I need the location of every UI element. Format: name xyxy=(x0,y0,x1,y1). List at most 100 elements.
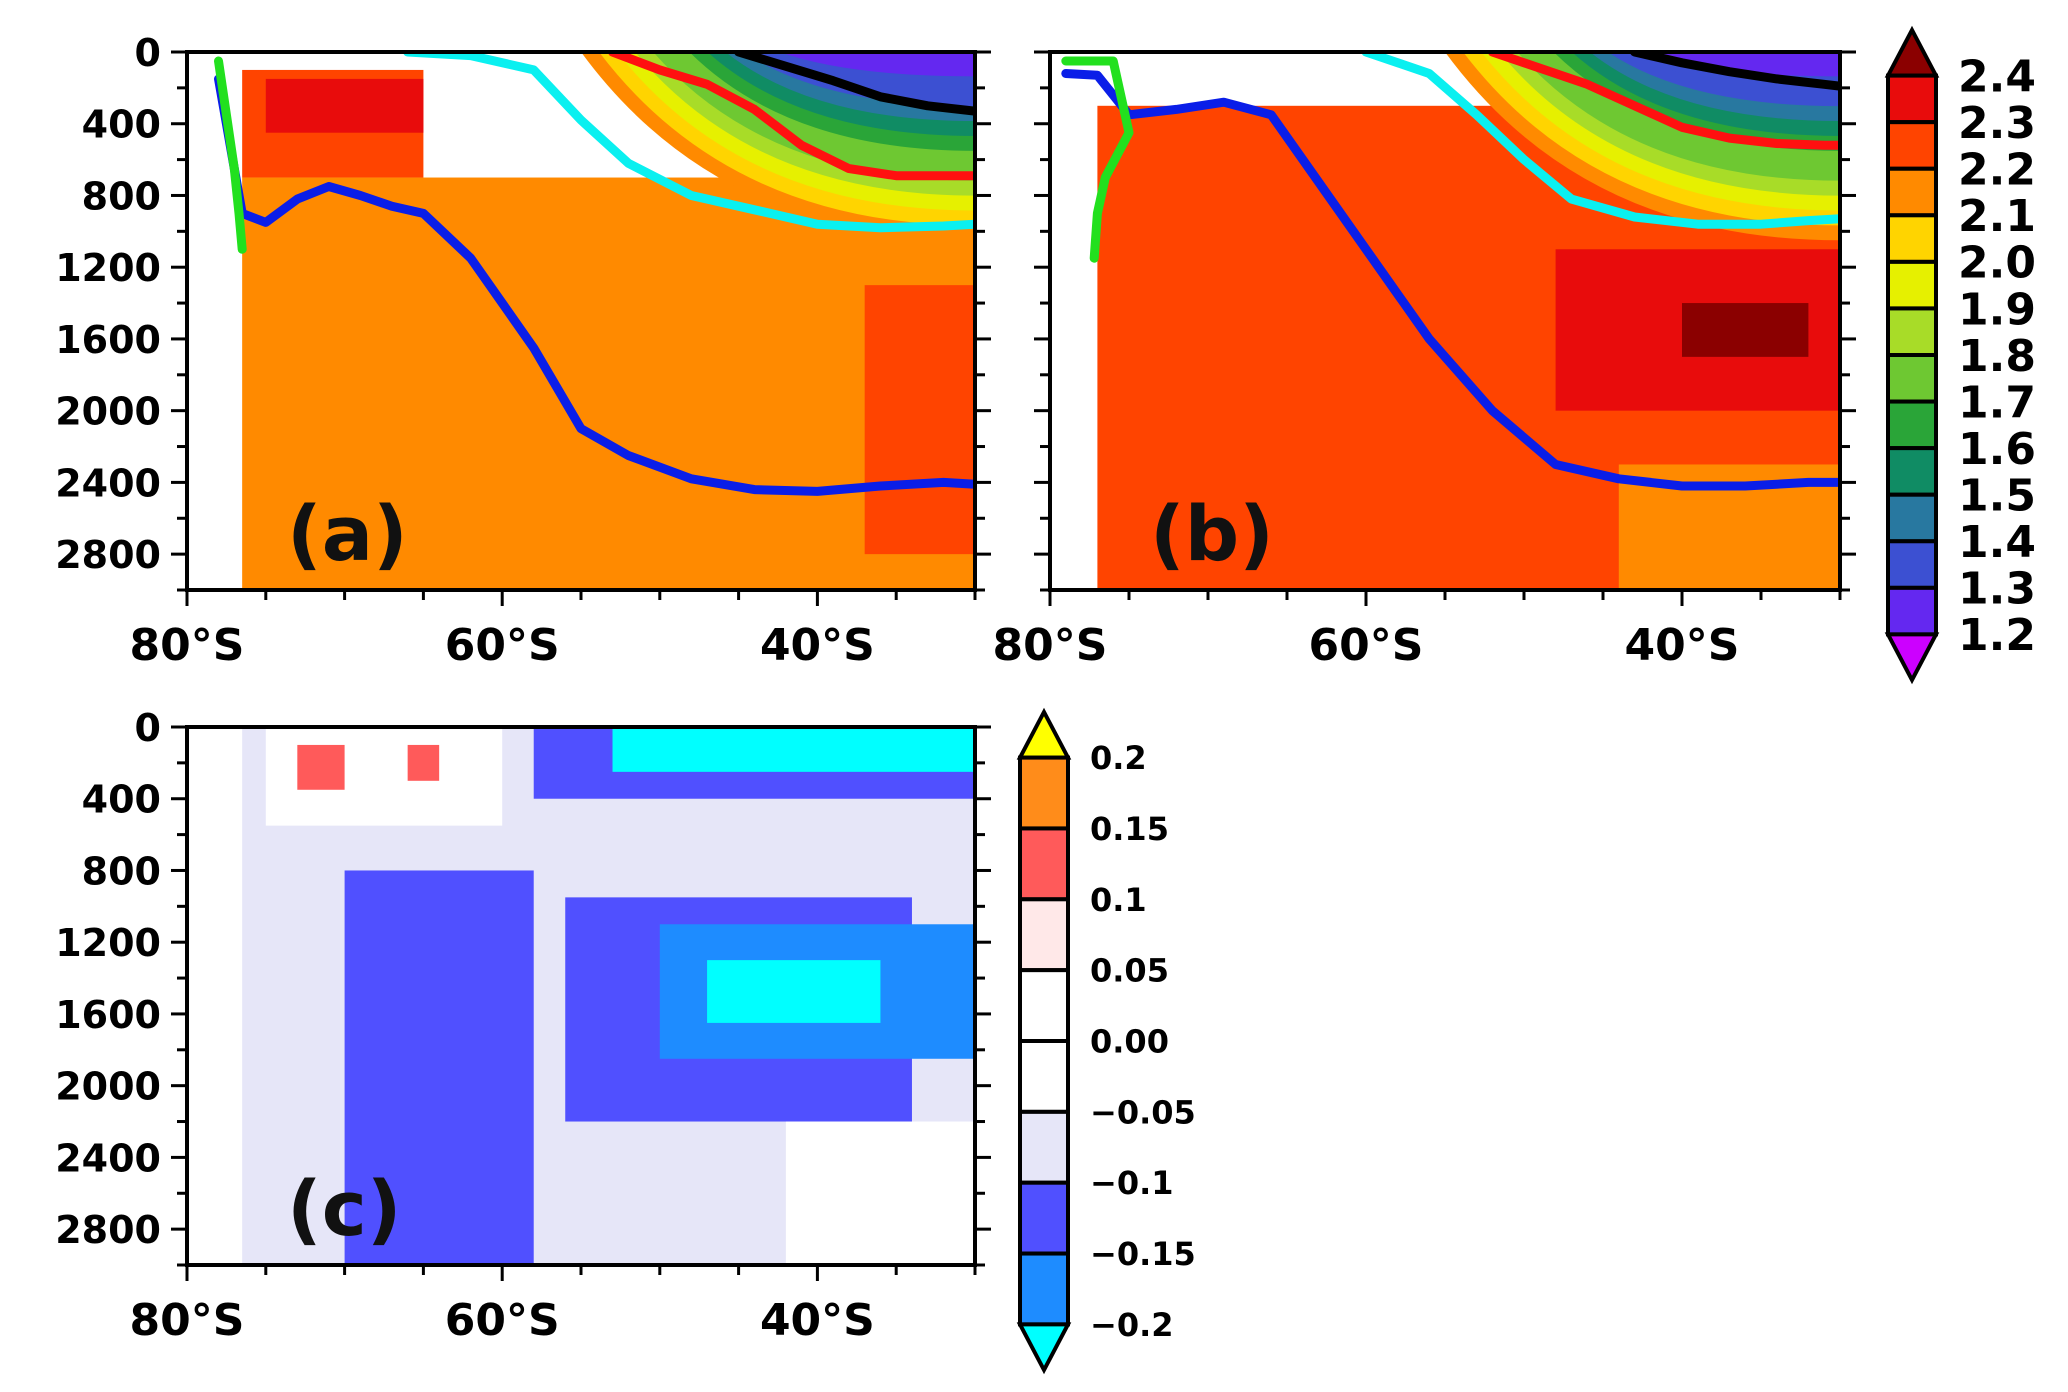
colorbar-segment xyxy=(1018,1109,1070,1185)
colorbar-segment xyxy=(1886,353,1938,404)
panel-label: (b) xyxy=(1150,489,1274,578)
colorbar-label: −0.15 xyxy=(1090,1235,1196,1273)
plot-area xyxy=(1050,52,1840,590)
x-tick-label: 40°S xyxy=(1625,620,1740,671)
colorbar-label: 1.3 xyxy=(1958,564,2036,615)
field-cell-4 xyxy=(407,744,440,781)
colorbar-label: 0.15 xyxy=(1090,810,1169,848)
panel-label: (a) xyxy=(287,489,408,578)
panel-label: (c) xyxy=(287,1164,402,1253)
colorbar-segment xyxy=(1018,1039,1070,1114)
colorbar-segment xyxy=(1018,826,1070,902)
colorbar-label: 1.9 xyxy=(1958,284,2036,335)
x-tick-label: 40°S xyxy=(760,1295,875,1346)
colorbar-label: 2.1 xyxy=(1958,191,2036,242)
colorbar-bottom-triangle xyxy=(1884,632,1940,685)
colorbar-segment xyxy=(1886,259,1938,311)
field-cell-3 xyxy=(242,177,975,590)
colorbar-label: 1.7 xyxy=(1958,377,2036,428)
y-tick-label: 400 xyxy=(82,778,161,822)
plot-area xyxy=(187,727,975,1265)
panel-b: 80°S 60°S 40°S (b) xyxy=(993,50,1856,671)
x-tick-label: 80°S xyxy=(130,620,245,671)
colorbar-label: 0.05 xyxy=(1090,952,1169,990)
colorbar-segment xyxy=(1018,755,1070,831)
y-tick-label: 2400 xyxy=(55,1136,161,1180)
x-tick-label: 60°S xyxy=(1309,620,1424,671)
colorbar-bottom: 0.2 0.15 0.1 0.05 0.00 −0.05 −0.1 −0.15 −0.2 xyxy=(1016,707,1196,1375)
contour-line-2 xyxy=(1361,52,1840,229)
colorbar-top-triangle xyxy=(1884,25,1940,78)
colorbar-label: 0.00 xyxy=(1090,1023,1169,1061)
colorbar-label: 1.6 xyxy=(1958,424,2036,475)
colorbar-label: −0.2 xyxy=(1090,1306,1174,1344)
y-tick-label: 0 xyxy=(135,706,161,750)
contour-line-4 xyxy=(734,52,975,116)
x-tick-label: 80°S xyxy=(993,620,1108,671)
x-tick-label: 80°S xyxy=(130,1295,245,1346)
field-cell-5 xyxy=(344,870,534,1265)
colorbar-label: 1.4 xyxy=(1958,517,2036,568)
contour-line-4 xyxy=(1630,52,1840,91)
y-tick-label: 1200 xyxy=(55,246,161,290)
contour-line-0 xyxy=(214,74,975,496)
colorbar-segment xyxy=(1886,492,1938,544)
colorbar-segment xyxy=(1018,897,1070,973)
y-tick-label: 0 xyxy=(135,31,161,75)
x-tick-label: 60°S xyxy=(445,1295,560,1346)
colorbar-label: 2.3 xyxy=(1958,98,2036,149)
colorbar-segment xyxy=(1886,539,1938,590)
x-tick-label: 40°S xyxy=(760,620,875,671)
field-cell-1 xyxy=(187,727,243,1265)
field-cell-10 xyxy=(612,727,975,772)
colorbar-label: 2.0 xyxy=(1958,238,2036,289)
y-tick-label: 1200 xyxy=(55,921,161,965)
y-tick-label: 2400 xyxy=(55,461,161,505)
x-tick-label: 60°S xyxy=(445,620,560,671)
field-cell-0 xyxy=(1050,52,1098,590)
y-tick-label: 2800 xyxy=(55,1208,161,1252)
colorbar-segment xyxy=(1886,73,1938,125)
field-cell-4 xyxy=(864,285,975,555)
y-tick-label: 1600 xyxy=(55,993,161,1037)
panel-c: 80°S 60°S 40°S 0 400 800 1200 1600 2000 2400 2800 (… xyxy=(55,706,991,1346)
contour-line-2 xyxy=(403,52,975,233)
field-cell-11 xyxy=(785,1121,975,1265)
colorbar-segment xyxy=(1018,1180,1070,1256)
y-tick-label: 2800 xyxy=(55,533,161,577)
colorbar-label: −0.05 xyxy=(1090,1093,1196,1131)
colorbar-bottom-triangle xyxy=(1016,1322,1072,1375)
colorbar-label: 1.2 xyxy=(1958,610,2036,661)
colorbar-label: 1.5 xyxy=(1958,471,2036,522)
field-cell-3 xyxy=(1682,303,1809,357)
contour-line-0 xyxy=(1061,69,1840,491)
y-tick-label: 1600 xyxy=(55,318,161,362)
field-cell-0 xyxy=(187,52,243,590)
y-tick-label: 800 xyxy=(82,849,161,893)
colorbar-top-triangle xyxy=(1016,707,1072,760)
colorbar-segment xyxy=(1886,446,1938,497)
y-tick-label: 2000 xyxy=(55,1065,161,1109)
field-cell-8 xyxy=(707,960,881,1023)
colorbar-segment xyxy=(1018,1251,1070,1327)
y-tick-label: 2000 xyxy=(55,390,161,434)
colorbar-label: 0.2 xyxy=(1090,739,1147,777)
colorbar-label: 2.2 xyxy=(1958,145,2036,196)
y-tick-label: 800 xyxy=(82,174,161,218)
colorbar-label: 1.8 xyxy=(1958,331,2036,382)
plot-area xyxy=(187,52,975,590)
colorbar-top: 2.42.32.22.12.01.91.81.71.61.51.41.31.2 xyxy=(1884,25,2036,685)
field-wedge-5-11 xyxy=(779,52,975,77)
colorbar-segment xyxy=(1886,166,1938,218)
colorbar-segment xyxy=(1886,120,1938,171)
panel-a: 80°S 60°S 40°S 0 400 800 1200 1600 2000 2400 2800 (… xyxy=(55,31,991,671)
contour-line-1 xyxy=(214,56,247,254)
field-wedge-5-11 xyxy=(1644,52,1840,77)
colorbar-label: 2.4 xyxy=(1958,51,2036,102)
colorbar-segment xyxy=(1886,213,1938,264)
colorbar-segment xyxy=(1886,306,1938,357)
field-cell-2 xyxy=(265,78,424,133)
contour-line-1 xyxy=(1061,56,1134,263)
colorbar-segment xyxy=(1886,399,1938,451)
